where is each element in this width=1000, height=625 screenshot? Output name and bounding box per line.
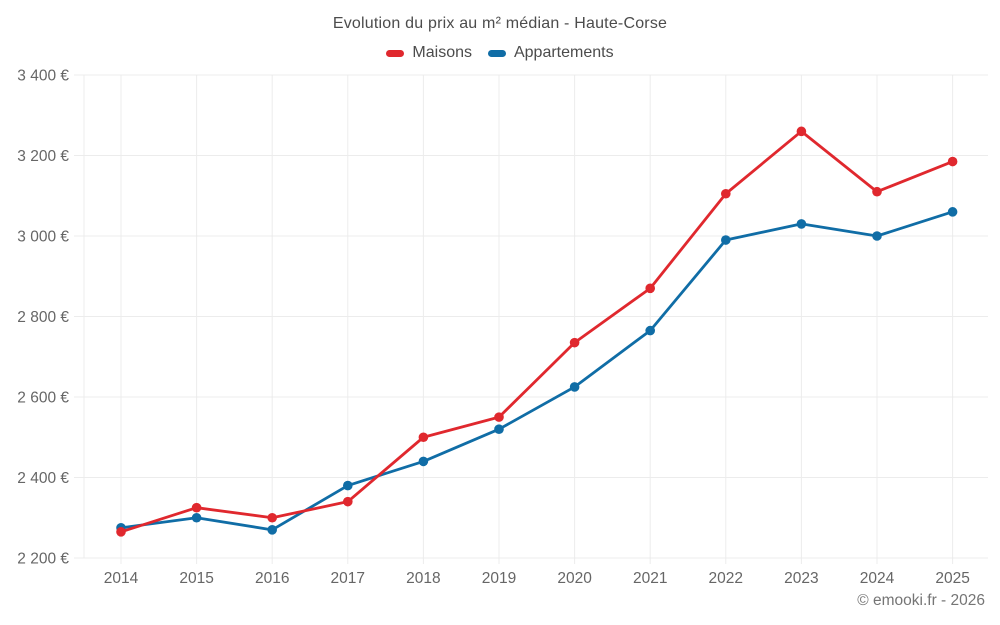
x-axis-label: 2022: [709, 570, 743, 587]
appartements-point-2023[interactable]: [796, 219, 807, 229]
maisons-line[interactable]: [119, 129, 954, 534]
x-axis-label: 2025: [935, 570, 969, 587]
maisons-point-2022[interactable]: [721, 188, 731, 199]
chart-legend: Maisons Appartements: [0, 44, 1000, 62]
y-axis-label: 3 000 €: [17, 229, 69, 246]
y-axis-label: 2 800 €: [17, 309, 69, 326]
legend-label-appartements: Appartements: [513, 44, 614, 61]
appartements-line[interactable]: [119, 210, 954, 532]
x-axis-label: 2020: [557, 570, 592, 587]
x-axis-label: 2021: [633, 570, 667, 587]
maisons-point-2019[interactable]: [494, 412, 504, 422]
x-axis-label: 2018: [406, 570, 440, 587]
appartements-point-2022[interactable]: [721, 235, 731, 245]
y-axis-label: 2 400 €: [17, 470, 69, 487]
maisons-point-2017[interactable]: [343, 496, 353, 507]
legend-item-appartements[interactable]: Appartements: [487, 44, 614, 62]
y-axis-label: 2 600 €: [17, 390, 69, 407]
maisons-point-2021[interactable]: [645, 283, 655, 294]
maisons-point-2020[interactable]: [569, 337, 580, 348]
appartements-point-2020[interactable]: [569, 382, 580, 392]
x-axis-label: 2019: [482, 570, 516, 587]
maisons-point-2014[interactable]: [116, 527, 126, 537]
chart-title: Evolution du prix au m² médian - Haute-C…: [332, 15, 668, 32]
maisons-point-2018[interactable]: [418, 432, 429, 443]
x-axis-label: 2016: [255, 570, 289, 587]
appartements-point-2019[interactable]: [494, 424, 504, 435]
y-axis-label: 3 200 €: [17, 148, 69, 165]
maisons-point-2016[interactable]: [267, 512, 278, 523]
appartements-point-2021[interactable]: [645, 325, 655, 336]
y-axis-label: 3 400 €: [17, 68, 69, 85]
legend-item-maisons[interactable]: Maisons: [386, 44, 472, 62]
y-axis-label: 2 200 €: [17, 551, 69, 568]
maisons-point-2024[interactable]: [872, 186, 882, 197]
appartements-point-2025[interactable]: [947, 207, 958, 217]
maisons-point-2015[interactable]: [191, 502, 202, 513]
x-axis-label: 2014: [104, 570, 139, 587]
legend-label-maisons: Maisons: [412, 44, 472, 61]
appartements-point-2016[interactable]: [267, 525, 278, 535]
appartements-point-2024[interactable]: [872, 231, 882, 241]
appartements-point-2017[interactable]: [343, 480, 353, 491]
appartements-point-2018[interactable]: [418, 456, 429, 467]
maisons-point-2023[interactable]: [796, 126, 807, 137]
x-axis-label: 2015: [179, 570, 213, 587]
x-axis-label: 2017: [331, 570, 365, 587]
appartements-point-2015[interactable]: [191, 512, 202, 523]
appartements-swatch-icon: [487, 49, 506, 57]
x-axis-label: 2024: [860, 570, 895, 587]
x-axis-label: 2023: [784, 570, 818, 587]
maisons-point-2025[interactable]: [947, 156, 958, 167]
maisons-swatch-icon: [386, 49, 405, 57]
copyright-text: © emooki.fr - 2026: [857, 592, 985, 609]
